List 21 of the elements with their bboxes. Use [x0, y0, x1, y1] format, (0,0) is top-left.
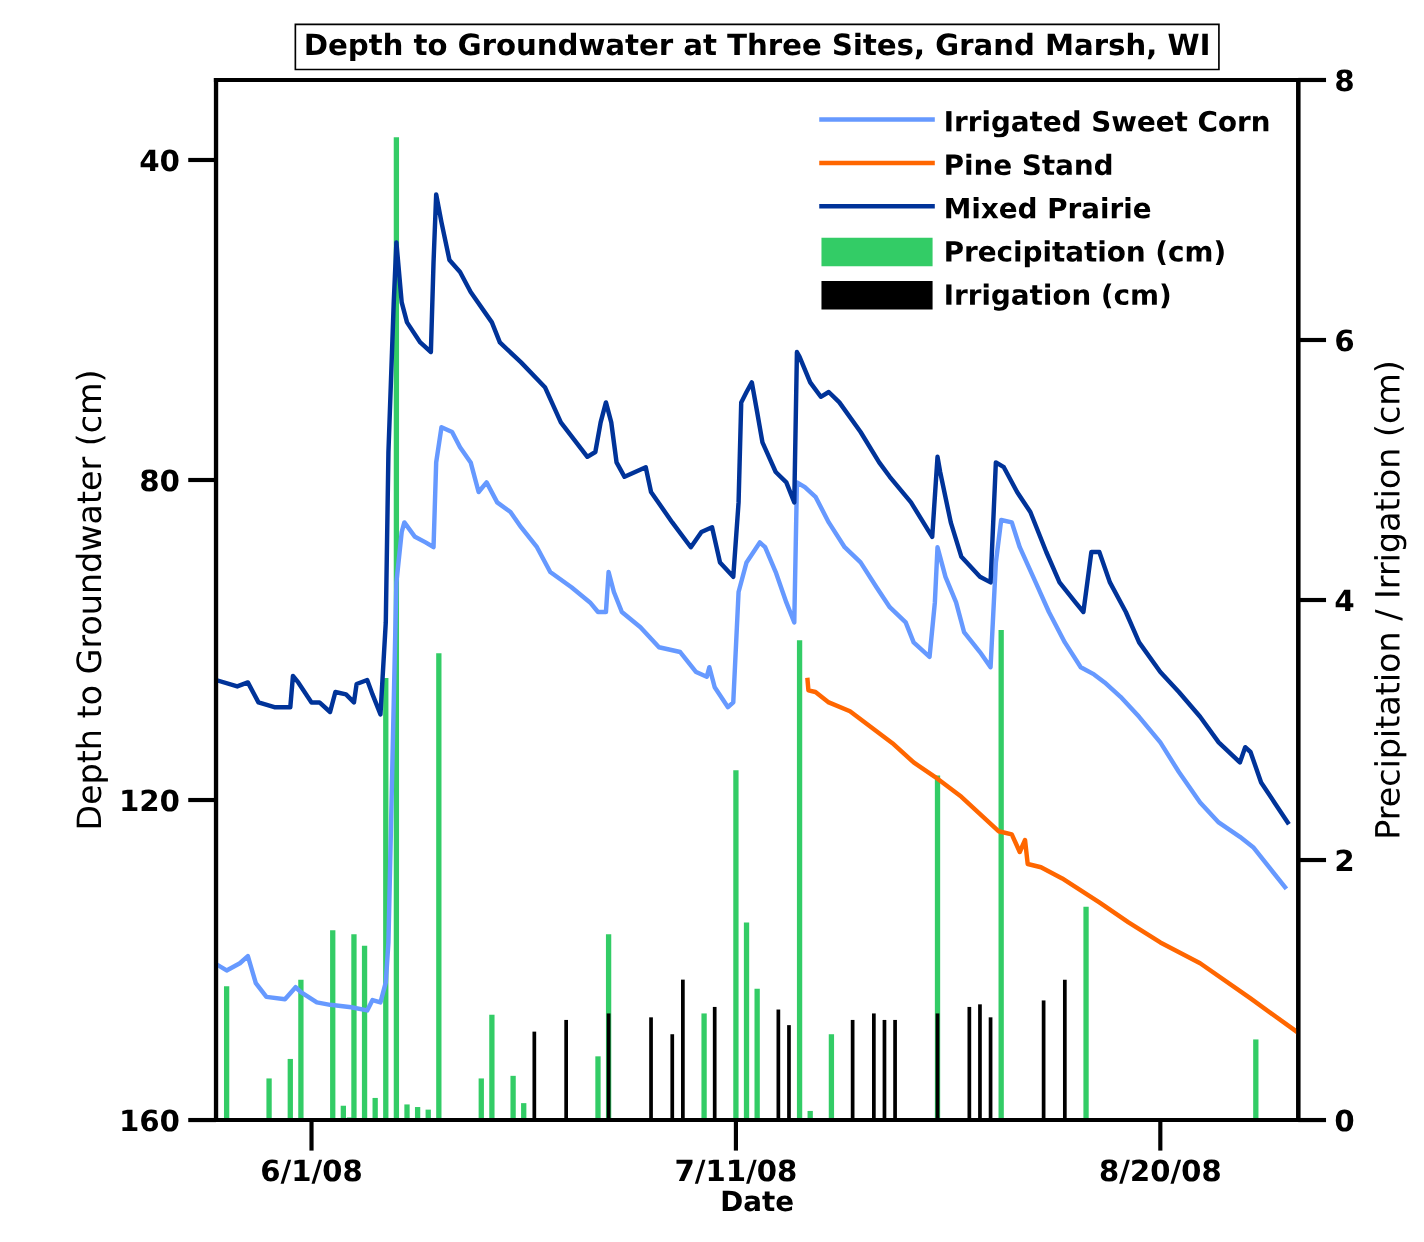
y2-tick-label: 0 [1335, 1109, 1354, 1132]
legend-label: Irrigation (cm) [946, 283, 1170, 311]
x-tick-label: 7/11/08 [676, 1159, 796, 1184]
y2-tick-label: 6 [1336, 329, 1354, 352]
chart-title: Depth to Groundwater at Three Sites, Grand Marsh, WI [306, 32, 1208, 62]
x-tick-label: 8/20/08 [1100, 1159, 1220, 1184]
legend-label: Precipitation (cm) [946, 240, 1224, 268]
y2-tick-label: 4 [1335, 589, 1354, 612]
y-tick-label: 120 [122, 789, 179, 812]
x-axis-title: Date [722, 1190, 793, 1212]
legend-label: Mixed Prairie [946, 197, 1151, 219]
y-tick-label: 80 [141, 469, 179, 492]
y2-tick-label: 2 [1336, 849, 1353, 872]
legend-label: Pine Stand [946, 153, 1112, 176]
x-tick-label: 6/1/08 [262, 1159, 361, 1184]
y-tick-label: 40 [140, 149, 179, 172]
y2-axis-title: Precipitation / Irrigation (cm) [1374, 363, 1407, 837]
legend-label: Irrigated Sweet Corn [946, 110, 1269, 138]
y-tick-label: 160 [122, 1109, 179, 1132]
y-axis-title: Depth to Groundwater (cm) [75, 372, 108, 828]
y2-tick-label: 8 [1336, 69, 1353, 92]
